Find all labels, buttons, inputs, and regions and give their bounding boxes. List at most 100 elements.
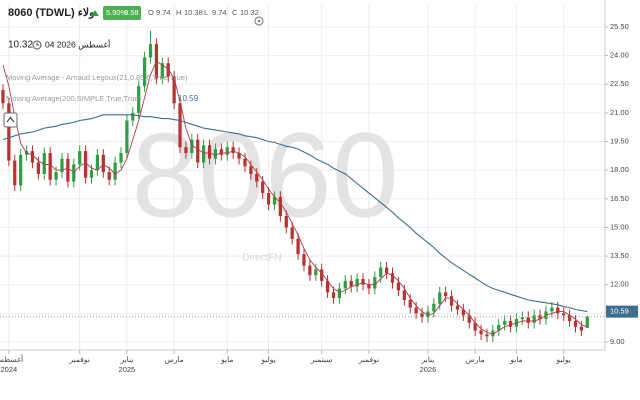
candle-body (237, 152, 241, 159)
candle-body (36, 162, 40, 174)
candle-body (261, 181, 265, 194)
candle-body (367, 284, 371, 289)
ohlc-header: O 9.74 H 10.38 L 9.74 C 10.32 (148, 8, 259, 17)
settings-icon[interactable] (254, 16, 264, 26)
candle-body (213, 149, 218, 159)
candle-body (396, 282, 401, 291)
candle-body (148, 44, 153, 58)
x-tick-year: 2024 (1, 365, 18, 374)
x-tick-label: يوليو (555, 355, 570, 364)
candle-body (78, 151, 82, 165)
candle-body (172, 76, 176, 104)
y-tick-label: 22.50 (610, 79, 629, 88)
x-tick-label: أغسطس (0, 353, 23, 364)
candle-body (573, 320, 578, 327)
x-tick-label: يناير (119, 355, 133, 364)
candle-body (131, 112, 135, 121)
candle-body (455, 305, 460, 310)
candle-body (284, 215, 288, 228)
candle-body (331, 292, 336, 299)
candle-body (337, 288, 342, 299)
candle-body (426, 311, 430, 318)
ohlc-value: 9.74 (156, 8, 171, 17)
candle-body (532, 315, 536, 323)
y-tick-label: 16.50 (610, 194, 629, 203)
plot-area (0, 30, 605, 342)
candle-body (13, 160, 17, 186)
candle-body (402, 290, 406, 300)
candle-body (314, 269, 318, 276)
candle-body (119, 152, 123, 163)
candle-body (207, 145, 212, 159)
candle-body (379, 267, 383, 278)
candle-body (137, 86, 141, 113)
ma-line (2, 114, 588, 313)
candle-body (414, 307, 418, 314)
change-abs: 0.58 (124, 8, 139, 17)
candle-body (526, 317, 530, 323)
candle-body (579, 326, 584, 331)
ohlc-key: O (148, 8, 154, 17)
candle-body (308, 265, 312, 276)
change-badge (103, 6, 141, 20)
candle-body (302, 254, 306, 266)
y-tick-label: 18.00 (610, 165, 629, 174)
candle-body (349, 280, 353, 287)
candle-body (461, 309, 465, 316)
candle-body (290, 227, 294, 239)
x-tick-label: يوليو (260, 355, 275, 364)
change-pct: 5.90% (106, 8, 128, 17)
candle-body (101, 154, 105, 173)
candle-body (585, 316, 589, 328)
candle-body (473, 322, 477, 331)
candle-body (107, 172, 111, 180)
candle-body (30, 151, 35, 163)
y-tick-label: 13.50 (610, 251, 629, 260)
candle-body (449, 296, 454, 306)
x-tick-label: مايو (220, 355, 233, 364)
y-tick-label: 12.00 (610, 280, 629, 289)
candle-body (325, 280, 330, 293)
watermark: 8060 (132, 109, 399, 243)
candle-body (89, 170, 94, 178)
ma-value-tag-label: 10.59 (610, 307, 629, 316)
candle-body (125, 120, 129, 153)
candle-body (272, 196, 277, 205)
x-tick-label: نوفمبر (69, 355, 90, 364)
candle-body (384, 267, 389, 274)
ohlc-key: L (204, 8, 208, 17)
candle-body (160, 63, 164, 79)
candle-body (390, 273, 395, 283)
candle-body (479, 330, 483, 335)
candle-body (42, 152, 46, 174)
x-tick-label: مايو (509, 355, 522, 364)
ohlc-key: H (176, 8, 181, 17)
candle-body (249, 166, 253, 174)
candle-body (438, 292, 442, 304)
date-label: 04 أغسطس 2026 (45, 37, 110, 50)
candle-body (225, 147, 229, 155)
candle-body (373, 277, 377, 289)
axes: 9.0010.5012.0013.5015.0016.5018.0019.502… (0, 22, 638, 374)
candle-body (408, 299, 412, 308)
candle-body (83, 151, 88, 178)
candle-body (243, 158, 247, 167)
brand-watermark: DirectFN (242, 253, 281, 264)
candle-body (66, 158, 70, 182)
candle-body (562, 313, 566, 316)
candle-body (567, 315, 572, 321)
candle-body (231, 147, 235, 153)
candle-body (60, 158, 64, 173)
candle-body (550, 307, 554, 312)
candle-body (142, 57, 147, 87)
collapse-button[interactable] (3, 112, 18, 128)
up-arrow (91, 10, 99, 16)
candle-body (72, 164, 76, 182)
y-tick-label: 9.00 (610, 337, 625, 346)
candle-body (556, 307, 560, 314)
candle-body (7, 103, 11, 161)
candle-body (497, 324, 501, 331)
x-tick-year: 2025 (119, 365, 136, 374)
candle-body (485, 334, 489, 337)
